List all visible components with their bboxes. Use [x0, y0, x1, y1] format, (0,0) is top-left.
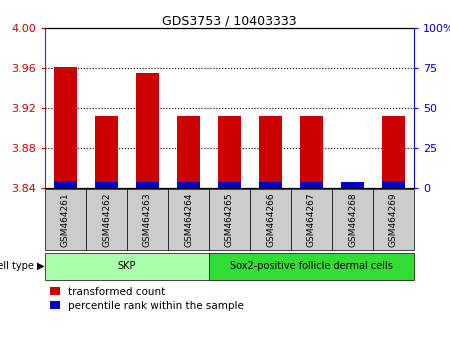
Text: GSM464269: GSM464269 [389, 192, 398, 247]
Text: GSM464267: GSM464267 [307, 192, 316, 247]
Bar [54, 181, 77, 188]
Bar [168, 189, 209, 250]
Bar [136, 73, 159, 188]
Bar [95, 116, 118, 188]
Text: GSM464261: GSM464261 [61, 192, 70, 247]
Bar [373, 189, 414, 250]
Bar [259, 182, 282, 188]
Text: GSM464265: GSM464265 [225, 192, 234, 247]
Bar [45, 189, 86, 250]
Bar [300, 116, 323, 188]
Text: SKP: SKP [118, 261, 136, 272]
Bar [86, 189, 127, 250]
Bar [259, 116, 282, 188]
Bar [382, 116, 405, 188]
Bar [341, 182, 364, 188]
Bar [177, 182, 200, 188]
Bar [218, 182, 241, 188]
Text: cell type ▶: cell type ▶ [0, 261, 45, 272]
Text: GSM464264: GSM464264 [184, 192, 193, 247]
Text: GSM464263: GSM464263 [143, 192, 152, 247]
Bar [218, 116, 241, 188]
Bar [177, 116, 200, 188]
Bar [341, 182, 364, 188]
Bar [382, 181, 405, 188]
Title: GDS3753 / 10403333: GDS3753 / 10403333 [162, 14, 297, 27]
Bar [291, 189, 332, 250]
Bar [209, 253, 414, 280]
Bar [250, 189, 291, 250]
Bar [95, 182, 118, 188]
Legend: transformed count, percentile rank within the sample: transformed count, percentile rank withi… [50, 287, 244, 311]
Text: GSM464262: GSM464262 [102, 192, 111, 247]
Text: GSM464266: GSM464266 [266, 192, 275, 247]
Text: Sox2-positive follicle dermal cells: Sox2-positive follicle dermal cells [230, 261, 393, 272]
Bar [54, 67, 77, 188]
Bar [136, 182, 159, 188]
Bar [45, 253, 209, 280]
Bar [300, 182, 323, 188]
Text: GSM464268: GSM464268 [348, 192, 357, 247]
Bar [209, 189, 250, 250]
Bar [127, 189, 168, 250]
Bar [332, 189, 373, 250]
